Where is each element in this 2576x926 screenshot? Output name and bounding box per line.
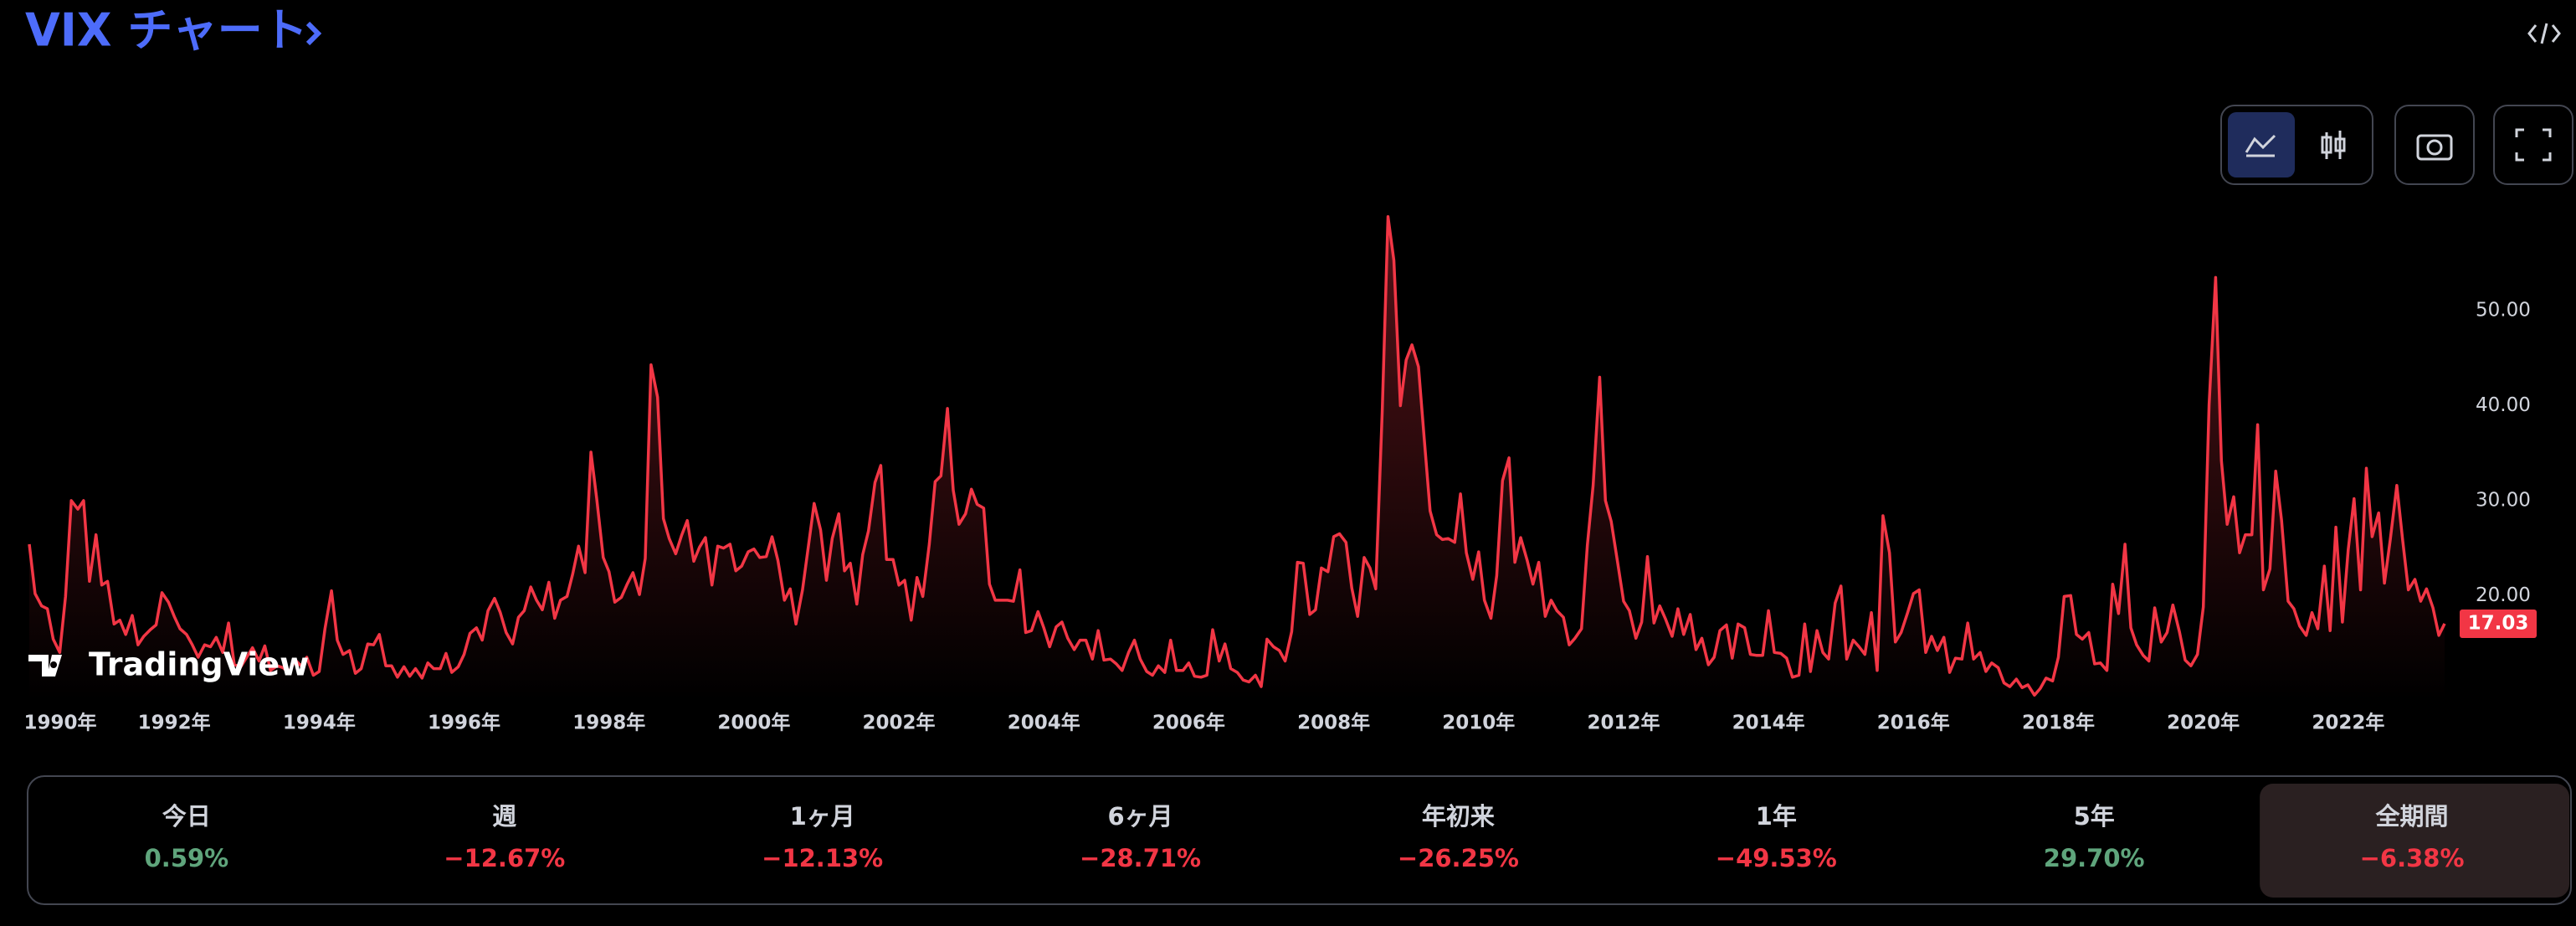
x-tick-label: 2022年: [2312, 712, 2384, 734]
x-tick-label: 2004年: [1008, 712, 1080, 734]
plot: 20.00 30.00 40.00 50.00 1990年 1992年 1994年 1996年…: [23, 215, 2537, 734]
logo-text: TradingView: [89, 646, 309, 683]
period-cell[interactable]: 週 −12.67%: [444, 802, 565, 872]
period-cell[interactable]: 1ヶ月 −12.13%: [762, 802, 883, 872]
period-cell[interactable]: 今日 0.59%: [145, 802, 229, 872]
x-tick-label: 2020年: [2167, 712, 2240, 734]
fullscreen-icon: [2515, 128, 2552, 162]
camera-lens: [2426, 139, 2443, 156]
period-change: 29.70%: [2044, 844, 2145, 872]
embed-icon: [2527, 23, 2561, 44]
period-change: −49.53%: [1716, 844, 1837, 872]
period-cell[interactable]: 5年 29.70%: [2044, 802, 2145, 872]
performance-row: 今日 0.59% 週 −12.67% 1ヶ月 −12.13% 6ヶ月 −28.71% 年初来 −2…: [145, 784, 2569, 898]
price-line: [28, 215, 2446, 697]
period-cell[interactable]: 年初来 −26.25%: [1398, 802, 1519, 872]
area-fill: [29, 216, 2445, 700]
x-tick-label: 2000年: [717, 712, 790, 734]
x-tick-label: 2008年: [1297, 712, 1370, 734]
candle-wick: [2325, 131, 2342, 159]
y-tick-label: 30.00: [2476, 489, 2531, 511]
toolbar-group: [2220, 105, 2373, 185]
period-change: −26.25%: [1398, 844, 1519, 872]
fullscreen-button[interactable]: [2493, 105, 2573, 185]
period-cell[interactable]: 6ヶ月 −28.71%: [1080, 802, 1201, 872]
period-cell[interactable]: 1年 −49.53%: [1716, 802, 1837, 872]
x-tick-label: 2012年: [1587, 712, 1660, 734]
period-change: −12.67%: [444, 844, 565, 872]
period-change: −28.71%: [1080, 844, 1201, 872]
chart-title: VIX チャート: [25, 4, 308, 57]
snapshot-button[interactable]: [2394, 105, 2475, 185]
y-tick-label: 20.00: [2476, 584, 2531, 606]
x-tick-label: 1996年: [428, 712, 500, 734]
x-tick-label: 1992年: [138, 712, 211, 734]
logo-icon: [28, 655, 62, 676]
candle-body: [2334, 137, 2346, 152]
button-frame: [2493, 105, 2573, 185]
camera-icon: [2416, 134, 2453, 161]
x-tick-label: 2018年: [2022, 712, 2095, 734]
x-tick-label: 1990年: [23, 712, 96, 734]
x-tick-label: 2006年: [1152, 712, 1225, 734]
period-label: 6ヶ月: [1107, 802, 1173, 831]
embed-button[interactable]: [2527, 23, 2561, 44]
area-style-button[interactable]: [2228, 112, 2295, 177]
watermark: TradingView: [28, 646, 309, 683]
period-change: 0.59%: [145, 844, 229, 872]
period-change: −12.13%: [762, 844, 883, 872]
chart-style-toolbar: [2220, 105, 2573, 185]
x-tick-label: 2010年: [1442, 712, 1515, 734]
period-change: −6.38%: [2360, 844, 2465, 872]
period-label: 週: [492, 802, 516, 831]
x-tick-label: 2016年: [1877, 712, 1950, 734]
last-price-box: [2460, 609, 2537, 638]
performance-panel: [27, 775, 2572, 905]
x-tick-label: 1994年: [283, 712, 356, 734]
x-tick-label: 2002年: [863, 712, 936, 734]
period-cell[interactable]: 全期間 −6.38%: [2260, 784, 2569, 898]
y-tick-label: 50.00: [2476, 300, 2531, 322]
selected-cell-bg: [2260, 784, 2569, 898]
x-tick-label: 1998年: [572, 712, 645, 734]
period-label: 全期間: [2375, 802, 2449, 831]
candle-style-button[interactable]: [2321, 131, 2346, 159]
button-frame: [2394, 105, 2475, 185]
period-label: 5年: [2074, 802, 2115, 831]
y-tick-label: 40.00: [2476, 394, 2531, 416]
period-label: 1年: [1756, 802, 1797, 831]
last-price-label: 17.03: [2468, 612, 2529, 634]
chevron-icon: [305, 21, 322, 46]
period-label: 1ヶ月: [790, 802, 855, 831]
x-tick-label: 2014年: [1732, 712, 1805, 734]
period-label: 今日: [162, 802, 211, 831]
area-icon: [2245, 134, 2276, 157]
candle-body: [2321, 136, 2332, 154]
period-label: 年初来: [1422, 802, 1495, 831]
title-link[interactable]: VIX チャート: [25, 4, 322, 57]
